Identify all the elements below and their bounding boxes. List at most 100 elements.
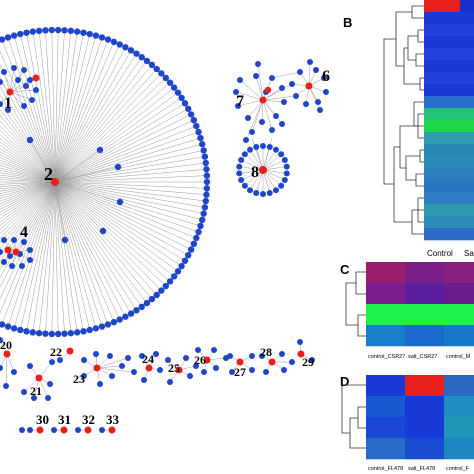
network-edge (0, 76, 56, 183)
target-node (255, 61, 261, 67)
target-node (190, 116, 198, 124)
target-node (80, 328, 87, 335)
target-node (67, 329, 75, 337)
heatmap-d-cell (444, 375, 474, 397)
network-edge (54, 53, 137, 183)
network-edge (262, 169, 277, 191)
dendrogram-branch (411, 5, 424, 19)
network-edge (0, 64, 56, 183)
network-edge (262, 154, 282, 171)
target-node (3, 383, 9, 389)
heatmap-c-cell (405, 283, 445, 305)
heatmap-d-cell (444, 417, 474, 439)
dendrogram-b (383, 5, 424, 235)
target-node (235, 103, 241, 109)
network-edge (245, 99, 264, 141)
target-node (48, 26, 56, 34)
network-edge (54, 181, 205, 208)
network-edge (308, 85, 321, 111)
network-edge (54, 41, 115, 183)
heatmap-b-cell (460, 156, 474, 169)
network-edge (0, 181, 56, 194)
network-edge (54, 181, 66, 241)
network-label-1: 1 (4, 95, 12, 112)
dendrogram-c (345, 271, 366, 337)
network-edge (0, 181, 56, 197)
target-node (289, 81, 295, 87)
network-edge (0, 138, 56, 183)
hub-node (236, 358, 244, 366)
heatmap-d-cell (405, 417, 445, 439)
target-node (1, 69, 7, 75)
heatmap-b-cell (460, 96, 474, 109)
heatmap-b-cell (460, 120, 474, 133)
target-node (303, 101, 309, 107)
target-node (35, 27, 43, 35)
network-label-26: 26 (194, 353, 206, 367)
network-edge (0, 157, 56, 183)
network-edge (54, 92, 179, 183)
network-edge (54, 30, 72, 183)
network-edge (54, 181, 204, 214)
heatmap-b-cell (460, 132, 474, 145)
target-node (21, 239, 27, 245)
network-label-29: 29 (302, 355, 314, 369)
network-edge (54, 169, 207, 183)
network-edge (54, 156, 205, 183)
target-node (116, 41, 123, 48)
hub-node (3, 350, 11, 358)
hub-node (297, 350, 305, 358)
heatmap-b-cell (424, 168, 461, 181)
hub-node (145, 364, 153, 372)
target-node (97, 381, 103, 387)
target-node (241, 182, 248, 189)
target-node (279, 121, 285, 127)
target-node (141, 377, 147, 383)
target-node (26, 136, 34, 144)
target-node (289, 359, 295, 365)
target-node (23, 328, 30, 335)
target-node (0, 321, 6, 328)
network-label-24: 24 (142, 352, 154, 366)
network-edge (0, 181, 56, 255)
network-edge (0, 181, 56, 213)
target-node (98, 34, 106, 41)
network-label-7: 7 (236, 93, 244, 110)
target-node (260, 143, 266, 149)
network-edge (237, 99, 264, 107)
network-edge (13, 35, 56, 183)
target-node (166, 278, 174, 285)
target-node (211, 347, 217, 353)
heatmap-b-cell (424, 132, 461, 145)
target-node (99, 427, 105, 433)
network-edge (0, 181, 56, 187)
network-edge (54, 181, 203, 221)
target-node (10, 32, 18, 39)
network-edge (54, 181, 142, 307)
target-node (193, 363, 199, 369)
network-edge (0, 134, 56, 183)
heatmap-b-cell (460, 36, 474, 49)
network-edge (54, 181, 90, 331)
heatmap-b-cell (460, 144, 474, 157)
target-node (315, 99, 321, 105)
target-node (162, 74, 170, 82)
target-node (5, 107, 11, 113)
network-edge (0, 181, 56, 223)
target-node (199, 216, 206, 224)
target-node (9, 263, 15, 269)
network-label-30: 30 (36, 412, 49, 427)
hub-node (203, 356, 211, 364)
target-node (158, 70, 165, 77)
target-node (197, 134, 204, 142)
panel-letter-d: D (340, 374, 349, 389)
network-edge (54, 181, 126, 317)
network-edge (54, 181, 137, 311)
target-node (203, 166, 210, 173)
target-node (243, 137, 249, 143)
hub-node (264, 86, 272, 94)
network-label-27: 27 (234, 365, 246, 379)
network-edge (239, 166, 264, 171)
target-node (21, 389, 27, 395)
network-edge (54, 181, 153, 300)
